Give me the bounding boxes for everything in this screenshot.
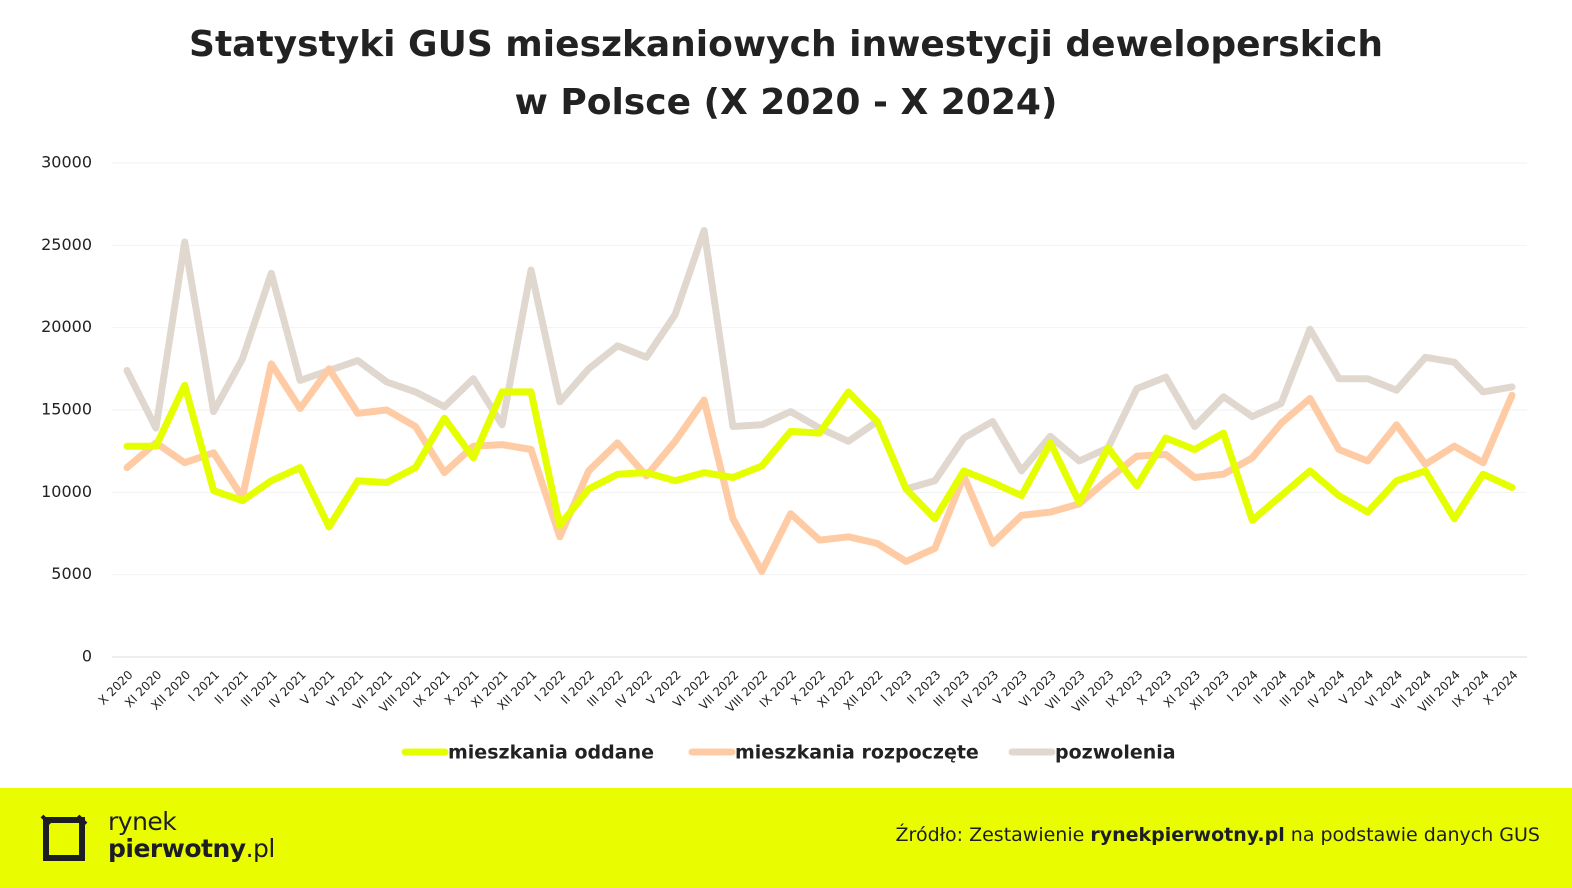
source-bold: rynekpierwotny.pl xyxy=(1090,824,1285,846)
legend-label: mieszkania rozpoczęte xyxy=(735,742,979,764)
y-tick-label: 5000 xyxy=(51,564,92,583)
series-line xyxy=(123,381,1516,531)
footer: rynek pierwotny.pl Źródło: Zestawienie r… xyxy=(0,788,1572,888)
source-text: Źródło: Zestawienie xyxy=(895,824,1091,846)
y-tick-label: 25000 xyxy=(41,235,92,254)
logo-bold: pierwotny xyxy=(108,834,246,863)
chart-title: w Polsce (X 2020 - X 2024) xyxy=(515,82,1058,123)
y-tick-label: 20000 xyxy=(41,317,92,336)
chart: Statystyki GUS mieszkaniowych inwestycji… xyxy=(41,24,1527,764)
series-line xyxy=(123,360,1516,575)
legend-label: pozwolenia xyxy=(1055,742,1176,764)
series-line xyxy=(123,227,1516,493)
logo-text: rynek pierwotny.pl xyxy=(108,808,275,862)
logo-suffix: .pl xyxy=(245,834,276,863)
y-tick-label: 30000 xyxy=(41,153,92,172)
y-tick-label: 10000 xyxy=(41,482,92,501)
y-tick-label: 0 xyxy=(82,647,92,666)
logo-line: pierwotny.pl xyxy=(108,835,275,862)
logo-line: rynek xyxy=(108,807,177,836)
logo-icon xyxy=(40,814,88,861)
source-text: na podstawie danych GUS xyxy=(1284,824,1540,846)
legend-label: mieszkania oddane xyxy=(448,742,654,764)
y-tick-label: 15000 xyxy=(41,400,92,419)
source: Źródło: Zestawienie rynekpierwotny.pl na… xyxy=(896,824,1540,846)
chart-title: Statystyki GUS mieszkaniowych inwestycji… xyxy=(189,24,1383,65)
